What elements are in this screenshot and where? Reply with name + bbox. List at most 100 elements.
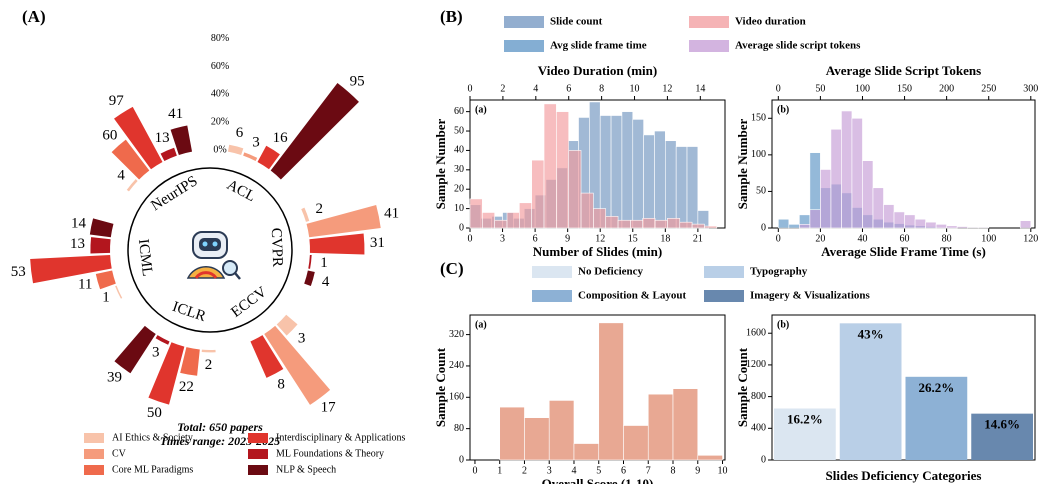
radial-bar: [115, 285, 123, 299]
legend-swatch: [689, 40, 729, 52]
histogram-bar: [872, 187, 884, 229]
x2-tick-label: 200: [939, 83, 954, 94]
legend-label: ML Foundations & Theory: [276, 448, 384, 459]
legend-label: Typography: [750, 266, 808, 278]
radial-bar: [148, 342, 185, 405]
histogram-bar: [925, 221, 937, 229]
histogram-bar: [667, 218, 681, 229]
histogram-bar: [524, 417, 550, 461]
y-tick-label: 400: [751, 423, 766, 434]
x-tick-label: 12: [595, 233, 605, 244]
histogram-bar: [506, 212, 520, 229]
x-axis-label: Average Slide Frame Time (s): [821, 244, 986, 259]
legend-label: Core ML Paradigms: [112, 464, 193, 475]
value-label: 13: [70, 236, 85, 252]
x-tick-label: 120: [1023, 233, 1038, 244]
panel-label: (B): [440, 7, 463, 26]
value-label: 14: [71, 215, 87, 231]
value-label: 53: [11, 264, 26, 280]
bar: [839, 323, 902, 460]
histogram-bar: [672, 388, 699, 461]
x-tick-label: 5: [596, 465, 601, 476]
legend-label: Avg slide frame time: [550, 40, 647, 52]
x-tick-label: 80: [942, 233, 952, 244]
bar: [774, 408, 836, 460]
bar-label: 43%: [858, 326, 884, 341]
value-label: 22: [179, 379, 194, 395]
radial-bar: [306, 205, 381, 238]
value-label: 16: [273, 130, 289, 146]
histogram-bar: [617, 219, 631, 229]
histogram-bar: [543, 103, 557, 229]
histogram-bar: [548, 400, 575, 461]
x2-tick-label: 150: [897, 83, 912, 94]
x-tick-label: 18: [660, 233, 670, 244]
x-tick-label: 4: [571, 465, 576, 476]
y-tick-label: 240: [449, 360, 464, 371]
histogram-bar: [610, 115, 623, 229]
venue-label: ACL: [224, 177, 258, 205]
x-tick-label: 0: [776, 233, 781, 244]
histogram-bar: [621, 111, 634, 229]
y-tick-label: 100: [751, 149, 766, 160]
x2-tick-label: 50: [815, 83, 825, 94]
radial-bar: [90, 237, 111, 254]
value-label: 50: [147, 405, 162, 421]
x-tick-label: 6: [621, 465, 626, 476]
y-tick-label: 0: [459, 454, 464, 465]
radial-bar: [180, 347, 200, 376]
y-tick-label: 320: [449, 329, 464, 340]
value-label: 3: [252, 134, 260, 150]
x2-tick-label: 0: [776, 83, 781, 94]
panel-label: (C): [440, 259, 464, 278]
radial-bar: [304, 270, 315, 287]
value-label: 1: [320, 255, 328, 271]
venue-label: CVPR: [268, 227, 286, 267]
histogram-bar: [862, 160, 874, 229]
x-tick-label: 9: [695, 465, 700, 476]
radial-bar: [257, 145, 280, 170]
histogram-bar: [697, 454, 723, 461]
histogram-bar: [654, 219, 668, 229]
legend-label: Imagery & Visualizations: [750, 290, 870, 302]
y-tick-label: 800: [751, 391, 766, 402]
histogram-bar: [469, 198, 483, 229]
x-tick-label: 20: [815, 233, 825, 244]
histogram-bar: [691, 223, 705, 229]
x-tick-label: 2: [522, 465, 527, 476]
legend-label: Interdisciplinary & Applications: [276, 432, 406, 443]
subplot-label: (a): [475, 319, 487, 330]
x-tick-label: 100: [981, 233, 996, 244]
histogram-bar: [967, 226, 979, 229]
histogram-bar: [632, 119, 644, 229]
histogram-bar: [605, 216, 619, 229]
histogram-bar: [914, 218, 926, 229]
x-tick-label: 40: [857, 233, 867, 244]
radial-bar: [114, 325, 156, 374]
value-label: 97: [109, 93, 125, 109]
value-label: 13: [155, 130, 170, 146]
radial-bar: [250, 335, 284, 378]
histogram-bar: [519, 202, 532, 229]
histogram-bar: [788, 224, 800, 229]
histogram-bar: [598, 322, 624, 461]
x2-axis-label: Average Slide Script Tokens: [826, 63, 981, 78]
radial-tick-label: 40%: [211, 89, 229, 100]
value-label: 2: [316, 201, 324, 217]
panel-label: (A): [22, 7, 46, 26]
histogram-bar: [799, 224, 811, 229]
legend-label: Video duration: [735, 16, 806, 28]
value-label: 11: [78, 277, 92, 293]
legend-label: Slide count: [550, 16, 603, 28]
radial-bar: [201, 349, 216, 353]
legend-label: No Deficiency: [578, 266, 644, 278]
histogram-bar: [956, 226, 968, 229]
histogram-bar: [1019, 220, 1032, 229]
histogram-bar: [851, 117, 863, 229]
y-axis-label: Sample Count: [735, 347, 750, 427]
value-label: 8: [277, 377, 285, 393]
legend-label: Average slide script tokens: [735, 40, 861, 52]
value-label: 60: [102, 127, 117, 143]
histogram-bar: [883, 204, 895, 229]
histogram-bar: [704, 225, 718, 229]
